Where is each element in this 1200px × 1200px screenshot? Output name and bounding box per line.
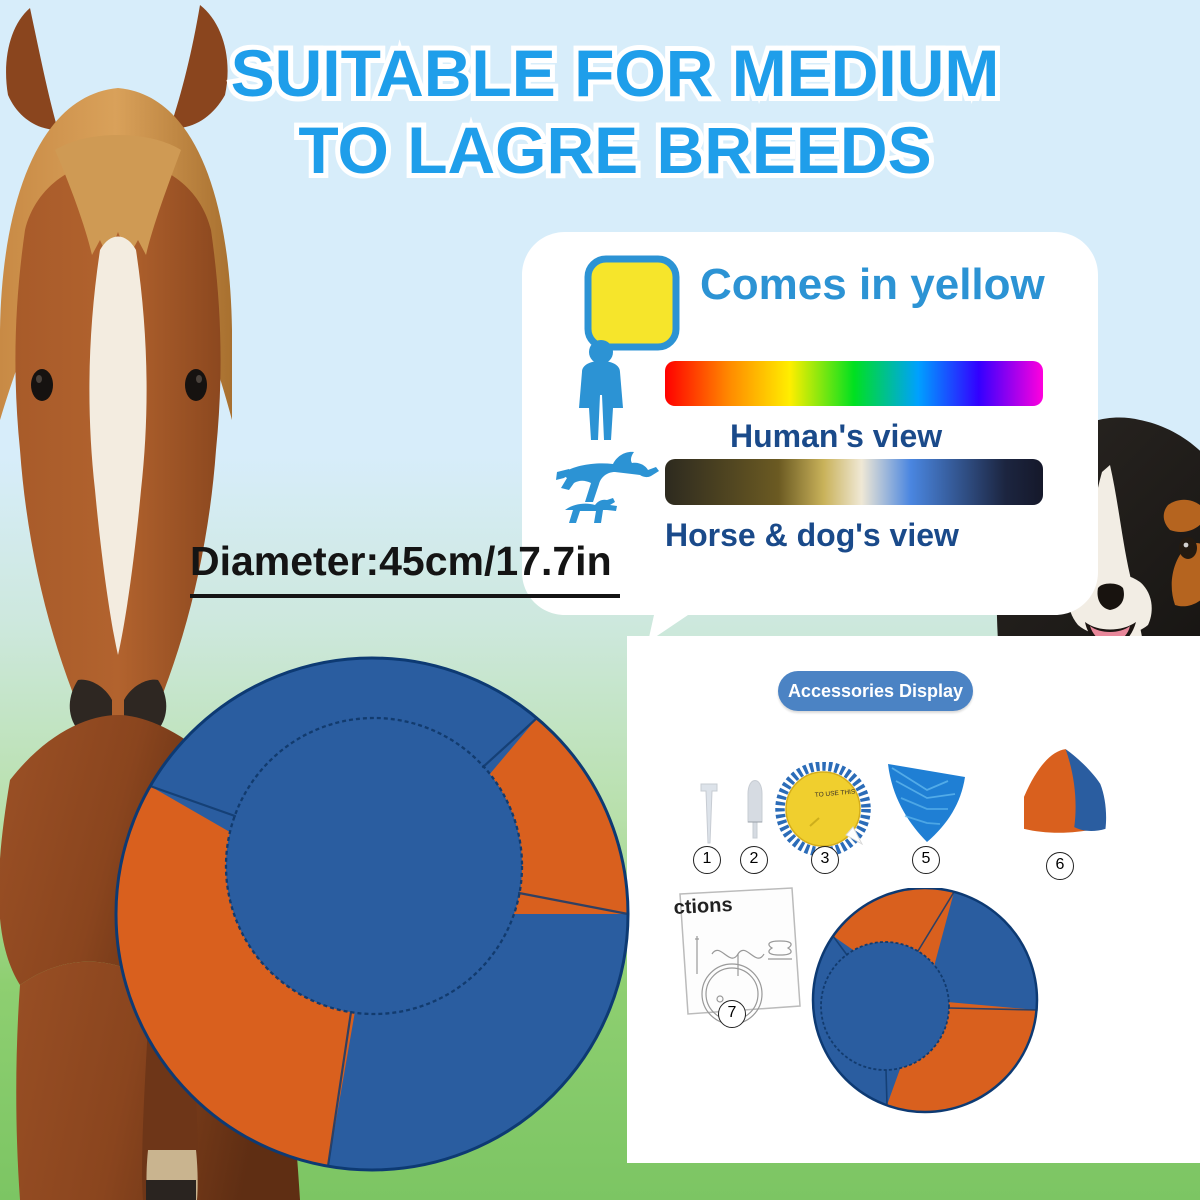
svg-text:ctions: ctions [673, 894, 733, 919]
